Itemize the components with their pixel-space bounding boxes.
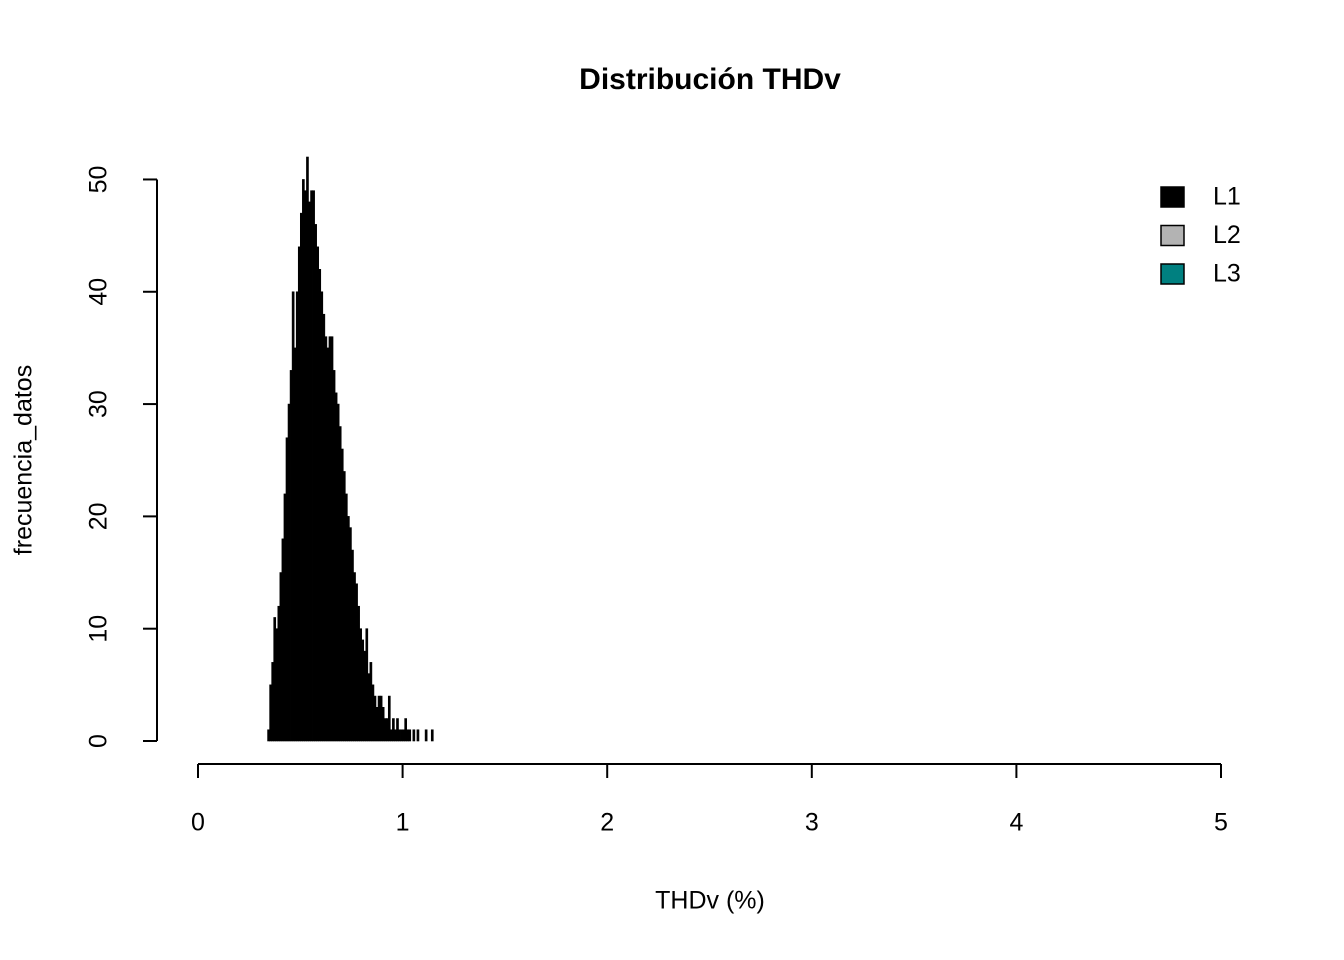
bar bbox=[385, 718, 389, 742]
y-axis-label: frecuencia_datos bbox=[10, 365, 38, 555]
bar bbox=[332, 370, 336, 742]
x-tick-label: 2 bbox=[600, 809, 614, 837]
bar bbox=[345, 493, 348, 742]
bar bbox=[338, 426, 342, 742]
x-tick-label: 5 bbox=[1214, 809, 1228, 837]
y-tick-label: 40 bbox=[85, 278, 113, 306]
y-tick-label: 10 bbox=[85, 615, 113, 643]
bar bbox=[306, 156, 309, 742]
bar bbox=[367, 673, 371, 742]
bar bbox=[402, 729, 405, 742]
bar bbox=[330, 336, 334, 742]
bar bbox=[304, 190, 307, 742]
bar bbox=[406, 729, 410, 742]
bar bbox=[375, 707, 379, 742]
y-tick-label: 30 bbox=[85, 390, 113, 418]
bar bbox=[324, 336, 328, 742]
bar bbox=[302, 179, 305, 742]
bar bbox=[363, 650, 367, 742]
bar bbox=[394, 729, 397, 742]
bar bbox=[297, 246, 301, 742]
bar bbox=[277, 605, 281, 742]
bar bbox=[293, 347, 297, 742]
bar bbox=[279, 572, 283, 742]
bar bbox=[267, 729, 270, 742]
bar bbox=[328, 336, 332, 742]
bar bbox=[353, 572, 356, 742]
bar bbox=[310, 190, 313, 742]
bar bbox=[312, 190, 315, 742]
legend-swatch bbox=[1160, 186, 1185, 208]
legend-swatch bbox=[1160, 263, 1185, 285]
bar bbox=[377, 695, 381, 742]
bar bbox=[424, 729, 428, 742]
bar bbox=[283, 493, 287, 742]
bar bbox=[285, 437, 289, 742]
bar bbox=[308, 201, 311, 742]
legend-label: L2 bbox=[1213, 221, 1241, 249]
bar bbox=[320, 291, 324, 742]
bar bbox=[269, 684, 272, 742]
bar bbox=[314, 224, 317, 742]
bar bbox=[326, 347, 330, 742]
bar bbox=[398, 729, 401, 742]
bar bbox=[336, 403, 340, 742]
bar bbox=[340, 448, 344, 742]
bar bbox=[373, 695, 377, 742]
bar bbox=[416, 729, 420, 742]
bar bbox=[357, 605, 360, 742]
bar bbox=[408, 729, 412, 742]
bar bbox=[430, 729, 434, 742]
bar bbox=[299, 212, 303, 742]
bar bbox=[316, 246, 320, 742]
bar bbox=[383, 718, 387, 742]
bar bbox=[318, 269, 322, 742]
bar bbox=[412, 729, 416, 742]
bar bbox=[289, 370, 293, 742]
bar bbox=[281, 538, 285, 742]
y-tick-label: 50 bbox=[85, 166, 113, 194]
bar bbox=[291, 291, 295, 742]
bar bbox=[347, 516, 350, 742]
bar bbox=[381, 707, 385, 742]
bar bbox=[361, 639, 365, 742]
chart-title: Distribución THDv bbox=[579, 63, 841, 96]
bar bbox=[295, 291, 299, 742]
x-axis-label: THDv (%) bbox=[655, 887, 765, 915]
bar bbox=[349, 527, 352, 742]
bar bbox=[275, 628, 279, 742]
bar bbox=[359, 628, 362, 742]
bar bbox=[342, 471, 346, 742]
x-tick-label: 0 bbox=[191, 809, 205, 837]
legend-label: L1 bbox=[1213, 183, 1241, 211]
bar bbox=[351, 549, 354, 742]
bar bbox=[322, 313, 326, 742]
legend-swatch bbox=[1160, 224, 1185, 247]
bar bbox=[404, 718, 407, 742]
y-tick-label: 0 bbox=[85, 734, 113, 748]
bar bbox=[392, 718, 395, 742]
bar bbox=[355, 583, 358, 742]
bar bbox=[287, 403, 291, 742]
bar bbox=[369, 662, 373, 742]
x-tick-label: 3 bbox=[805, 809, 819, 837]
x-tick-label: 4 bbox=[1009, 809, 1023, 837]
legend-label: L3 bbox=[1213, 260, 1241, 288]
bar bbox=[387, 695, 391, 742]
bar bbox=[400, 729, 403, 742]
x-tick-label: 1 bbox=[396, 809, 410, 837]
y-tick-label: 20 bbox=[85, 502, 113, 530]
bar bbox=[271, 662, 275, 742]
bar bbox=[379, 695, 383, 742]
bar bbox=[273, 617, 277, 742]
bar bbox=[334, 392, 338, 742]
bar bbox=[390, 729, 393, 742]
bar bbox=[365, 628, 369, 742]
bar bbox=[396, 718, 399, 742]
bar bbox=[371, 684, 375, 742]
